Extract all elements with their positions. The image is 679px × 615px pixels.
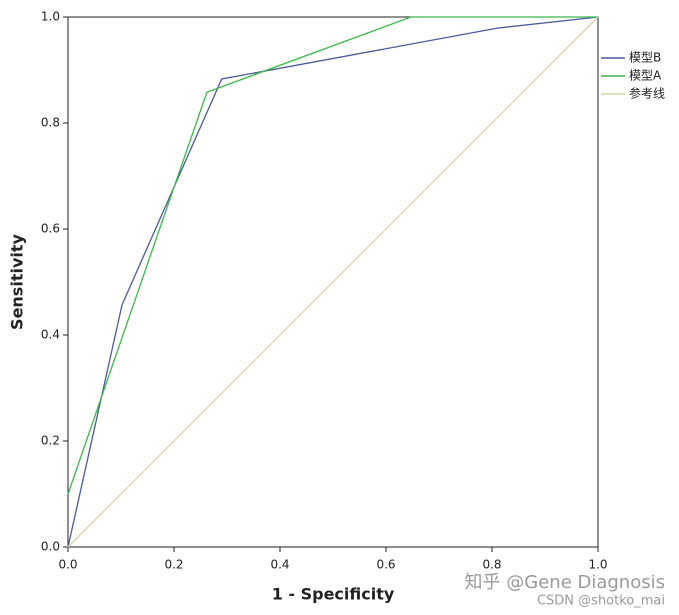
legend-label: 模型B	[629, 51, 661, 65]
x-tick-label: 0.6	[376, 558, 395, 572]
x-tick-label: 0.0	[58, 558, 77, 572]
watermark: 知乎 @Gene Diagnosis	[465, 572, 665, 593]
series-line	[67, 16, 599, 548]
series-line	[67, 16, 598, 495]
x-tick-label: 0.2	[164, 558, 183, 572]
legend-label: 参考线	[629, 86, 665, 101]
y-tick-label: 0.6	[41, 222, 60, 236]
x-tick-label: 0.8	[482, 558, 501, 572]
y-axis-title: Sensitivity	[8, 233, 27, 329]
y-tick-label: 0.4	[41, 328, 60, 342]
legend-label: 模型A	[629, 69, 662, 83]
x-axis-title: 1 - Specificity	[272, 585, 395, 604]
y-tick-label: 1.0	[41, 10, 60, 24]
series-line	[67, 16, 599, 548]
watermark: CSDN @shotko_mai	[537, 594, 665, 609]
y-tick-label: 0.0	[41, 540, 60, 554]
plot-frame	[67, 16, 599, 548]
y-tick-label: 0.2	[41, 434, 60, 448]
x-tick-label: 1.0	[588, 558, 607, 572]
x-tick-label: 0.4	[270, 558, 289, 572]
y-tick-label: 0.8	[41, 116, 60, 130]
